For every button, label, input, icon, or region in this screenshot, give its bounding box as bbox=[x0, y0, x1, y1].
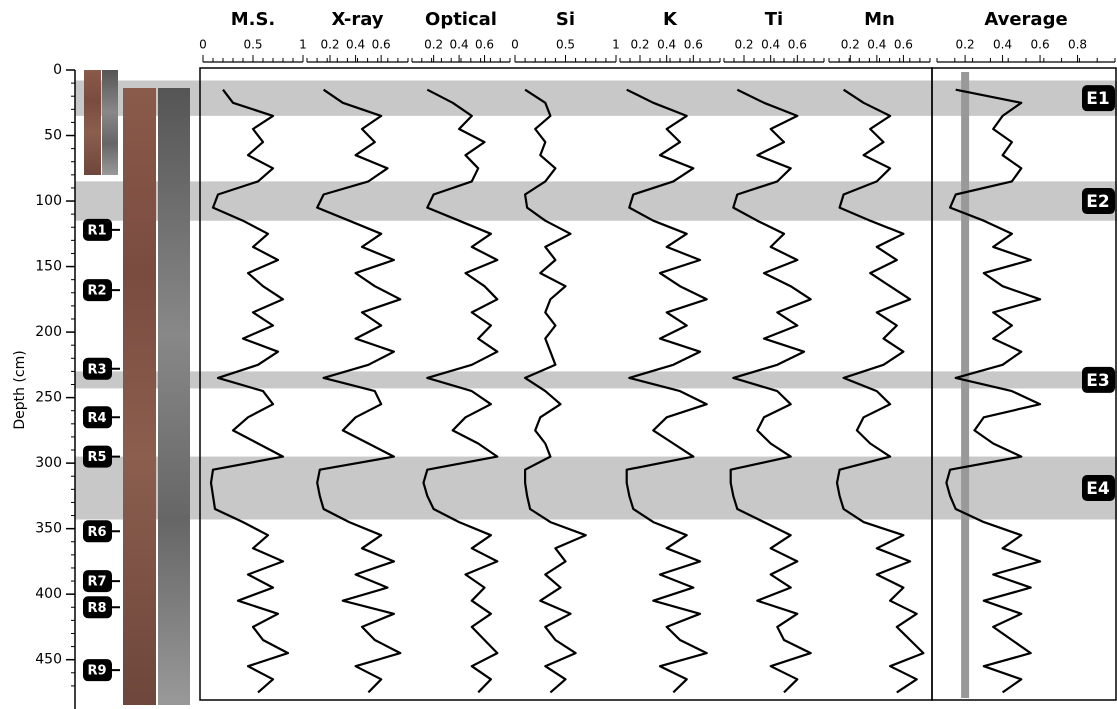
y-tick-label: 350 bbox=[35, 521, 62, 537]
panel-title: Ti bbox=[765, 9, 783, 30]
core-photo bbox=[123, 88, 156, 705]
reference-label: R4 bbox=[87, 411, 106, 426]
y-tick-label: 200 bbox=[35, 324, 62, 340]
x-tick-label: 0.6 bbox=[894, 38, 913, 52]
event-label-box bbox=[1082, 475, 1115, 502]
trace-line bbox=[945, 88, 1042, 694]
y-tick-label: 250 bbox=[35, 390, 62, 406]
reference-box bbox=[83, 520, 112, 543]
x-tick-label: 0.4 bbox=[993, 38, 1012, 52]
event-label-box bbox=[1082, 366, 1115, 393]
x-tick-label: 1 bbox=[612, 38, 620, 52]
y-tick-label: 300 bbox=[35, 455, 62, 471]
event-label: E2 bbox=[1086, 192, 1109, 212]
event-band bbox=[75, 456, 1117, 520]
x-tick-label: 0.8 bbox=[1068, 38, 1087, 52]
panel-title: M.S. bbox=[231, 9, 276, 30]
x-tick-label: 0.2 bbox=[841, 38, 860, 52]
trace-line bbox=[523, 88, 587, 694]
reference-label: R6 bbox=[87, 525, 106, 540]
reference-label: R2 bbox=[87, 284, 106, 299]
reference-box bbox=[83, 279, 112, 302]
event-band bbox=[75, 181, 1117, 221]
x-tick-label: 0.2 bbox=[956, 38, 975, 52]
core-xray bbox=[158, 88, 190, 705]
x-tick-label: 0.2 bbox=[630, 38, 649, 52]
trace-line bbox=[835, 88, 925, 694]
reference-label: R5 bbox=[87, 450, 106, 465]
x-tick-label: 0.2 bbox=[424, 38, 443, 52]
reference-box bbox=[83, 357, 112, 380]
x-tick-label: 0.2 bbox=[734, 38, 753, 52]
reference-box bbox=[83, 406, 112, 429]
event-label: E4 bbox=[1086, 479, 1110, 499]
average-frame bbox=[931, 67, 1117, 701]
panel-title: Mn bbox=[864, 9, 895, 30]
x-tick-label: 0.4 bbox=[657, 38, 676, 52]
core-inset-photo bbox=[84, 70, 101, 175]
panel-title: Si bbox=[556, 9, 575, 30]
x-tick-label: 0 bbox=[511, 38, 519, 52]
reference-box bbox=[83, 659, 112, 682]
event-label: E1 bbox=[1086, 89, 1109, 109]
trace-line bbox=[422, 88, 499, 694]
x-tick-label: 0.4 bbox=[761, 38, 780, 52]
reference-label: R3 bbox=[87, 362, 106, 377]
panel-title: Optical bbox=[425, 9, 497, 30]
x-tick-label: 0.4 bbox=[346, 38, 365, 52]
event-label-box bbox=[1082, 188, 1115, 215]
reference-box bbox=[83, 445, 112, 468]
panel-title: K bbox=[663, 9, 678, 30]
y-tick-label: 50 bbox=[44, 128, 62, 144]
x-tick-label: 0.6 bbox=[475, 38, 494, 52]
x-tick-label: 0.4 bbox=[450, 38, 469, 52]
trace-line bbox=[209, 89, 290, 694]
y-tick-label: 100 bbox=[35, 193, 62, 209]
core-inset-xray bbox=[102, 70, 118, 175]
reference-box bbox=[83, 218, 112, 241]
event-label: E3 bbox=[1086, 371, 1109, 391]
event-band bbox=[75, 80, 1117, 116]
y-tick-label: 150 bbox=[35, 259, 62, 275]
reference-label: R9 bbox=[87, 664, 106, 679]
trace-line bbox=[729, 88, 812, 694]
x-tick-label: 0.6 bbox=[684, 38, 703, 52]
x-tick-label: 0.4 bbox=[867, 38, 886, 52]
x-tick-label: 0 bbox=[199, 38, 207, 52]
panel-title: Average bbox=[984, 9, 1067, 30]
threshold-bar bbox=[961, 72, 970, 698]
reference-label: R1 bbox=[87, 223, 106, 238]
reference-label: R7 bbox=[87, 575, 106, 590]
x-tick-label: 0.6 bbox=[1031, 38, 1050, 52]
trace-line bbox=[316, 88, 402, 694]
x-tick-label: 0.6 bbox=[788, 38, 807, 52]
event-label-box bbox=[1082, 85, 1115, 112]
x-tick-label: 0.5 bbox=[556, 38, 575, 52]
reference-box bbox=[83, 570, 112, 593]
x-tick-label: 0.6 bbox=[372, 38, 391, 52]
x-tick-label: 0.2 bbox=[320, 38, 339, 52]
reference-box bbox=[83, 596, 112, 619]
y-tick-label: 400 bbox=[35, 586, 62, 602]
y-axis-label: Depth (cm) bbox=[12, 350, 28, 429]
panel-title: X-ray bbox=[331, 9, 383, 30]
x-tick-label: 0.5 bbox=[243, 38, 262, 52]
y-tick-label: 0 bbox=[53, 62, 62, 78]
reference-label: R8 bbox=[87, 601, 106, 616]
x-tick-label: 1 bbox=[299, 38, 307, 52]
trace-line bbox=[625, 88, 708, 694]
y-tick-label: 450 bbox=[35, 652, 62, 668]
